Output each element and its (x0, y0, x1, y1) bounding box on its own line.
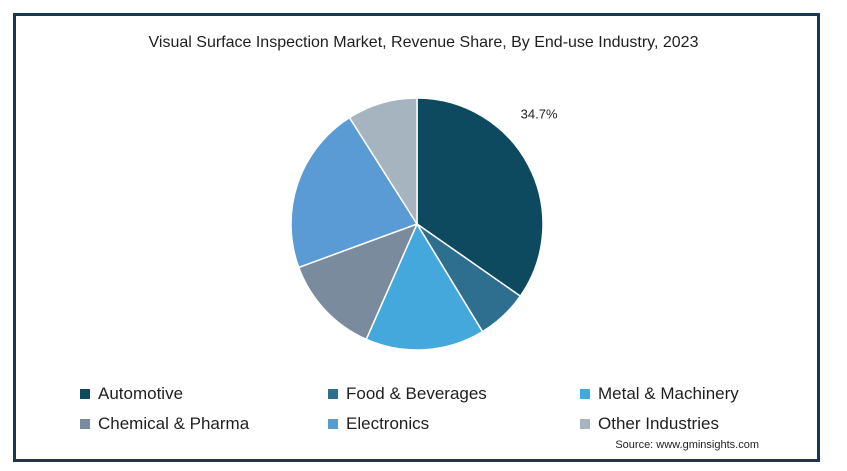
pie-slice-electronics (290, 116, 419, 269)
pie-slice-metal-machinery (365, 222, 484, 351)
legend-swatch (328, 389, 338, 399)
chart-title: Visual Surface Inspection Market, Revenu… (148, 34, 699, 51)
legend-swatch (328, 419, 338, 429)
slice-value-label: 34.7% (521, 106, 558, 121)
legend-label: Automotive (98, 384, 184, 403)
legend-item: Food & Beverages (328, 384, 487, 404)
legend-item: Metal & Machinery (580, 384, 739, 404)
pie-slice-automotive (416, 97, 544, 298)
pie-slice-other-industries (348, 97, 418, 227)
legend-label: Metal & Machinery (598, 384, 739, 403)
legend-swatch (80, 389, 90, 399)
legend-item: Electronics (328, 414, 429, 434)
source-note: Source: www.gminsights.com (615, 439, 759, 451)
legend-swatch (80, 419, 90, 429)
legend-item: Chemical & Pharma (80, 414, 249, 434)
legend-item: Automotive (80, 384, 183, 404)
legend-label: Other Industries (598, 414, 719, 433)
legend-label: Food & Beverages (346, 384, 487, 403)
pie-slice-chemical-pharma (297, 222, 419, 341)
legend-label: Chemical & Pharma (98, 414, 250, 433)
legend-swatch (580, 389, 590, 399)
legend-swatch (580, 419, 590, 429)
legend-item: Other Industries (580, 414, 719, 434)
legend-label: Electronics (346, 414, 430, 433)
